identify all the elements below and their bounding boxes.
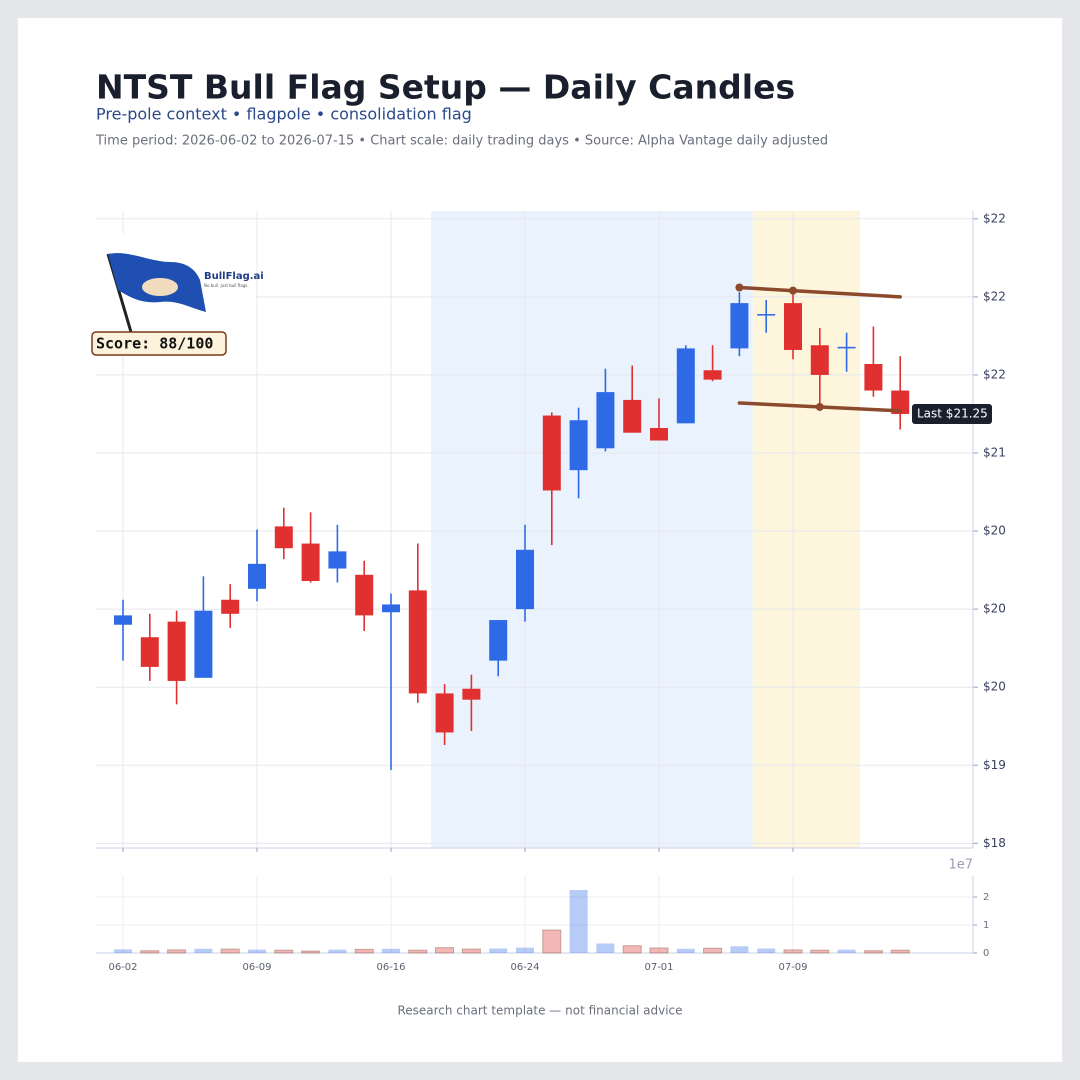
y-tick-label: $18	[983, 836, 1006, 850]
candle-body	[408, 590, 427, 694]
candle-body	[194, 610, 213, 678]
candle-body	[703, 370, 722, 380]
volume-bar	[516, 947, 534, 953]
logo-tagline: No bull. Just bull flags.	[204, 283, 249, 288]
candle-body	[382, 604, 400, 613]
volume-bar	[194, 948, 213, 953]
volume-bar	[301, 950, 321, 954]
volume-bar	[328, 949, 347, 953]
y-tick-label: $22	[983, 211, 1006, 225]
volume-bar	[837, 949, 856, 953]
candle-body	[864, 364, 883, 391]
y-tick-label: $20	[983, 524, 1006, 538]
candle-body	[114, 615, 132, 625]
info-line: Time period: 2026-06-02 to 2026-07-15 • …	[95, 134, 828, 149]
y-tick-label: $20	[983, 680, 1006, 694]
candle-body	[569, 420, 588, 471]
candle-body	[221, 599, 240, 614]
volume-bar	[596, 943, 615, 953]
x-tick-label: 07-01	[644, 962, 673, 973]
y-tick-label: $22	[983, 289, 1006, 303]
y-tick-label: $19	[983, 758, 1006, 772]
candle-body	[891, 390, 910, 414]
score-label: Score: 88/100	[96, 335, 213, 353]
trendline-touch	[735, 283, 744, 292]
volume-bar	[783, 949, 803, 954]
candle-body	[542, 415, 561, 491]
volume-bar	[248, 949, 266, 953]
volume-bar	[622, 945, 642, 954]
bull-icon	[142, 278, 178, 296]
volume-bar	[382, 948, 400, 953]
y-tick-label: $20	[983, 602, 1006, 616]
last-price-box	[912, 403, 992, 424]
trendline	[737, 285, 902, 299]
volume-y-tick-label: 1	[983, 920, 989, 931]
candle-body	[167, 621, 186, 681]
volume-bar	[730, 946, 749, 953]
volume-bar	[114, 949, 132, 953]
logo-name: BullFlag.ai	[204, 271, 264, 282]
candle-body	[837, 346, 856, 349]
volume-offset-label: 1e7	[948, 858, 973, 873]
candle-body	[355, 574, 374, 616]
candle-body	[328, 551, 347, 569]
candle-body	[462, 688, 481, 700]
y-tick-label: $22	[983, 367, 1006, 381]
candle-body	[784, 303, 802, 350]
chart-subtitle: Pre-pole context • flagpole • consolidat…	[96, 105, 472, 124]
volume-bar	[542, 929, 562, 954]
volume-bar	[676, 948, 695, 953]
volume-bar	[489, 948, 508, 953]
candle-body	[730, 303, 749, 349]
candle-body	[810, 345, 829, 375]
volume-bar	[863, 950, 883, 954]
volume-bar	[810, 949, 830, 954]
y-tick-label: $21	[983, 445, 1006, 459]
volume-y-tick-label: 0	[983, 948, 989, 959]
volume-bar	[354, 948, 374, 954]
candle-body	[489, 620, 508, 661]
volume-bar	[220, 948, 240, 954]
x-tick-label: 06-16	[376, 962, 405, 973]
x-tick-label: 07-09	[778, 962, 807, 973]
candle-body	[516, 549, 534, 610]
volume-bar	[757, 948, 776, 953]
candle-body	[676, 348, 695, 424]
candle-body	[435, 693, 454, 733]
score-badge	[91, 331, 227, 356]
volume-bar	[140, 950, 160, 954]
footer: Research chart template — not financial …	[397, 1004, 682, 1018]
last-price-label: Last $21.25	[917, 406, 988, 420]
candle-body	[757, 314, 776, 316]
candle-body	[623, 399, 642, 433]
chart-title: NTST Bull Flag Setup — Daily Candles	[96, 68, 795, 107]
candle-body	[301, 543, 320, 582]
trendline-touch	[789, 286, 797, 295]
x-tick-label: 06-24	[510, 962, 539, 973]
volume-y-tick-label: 2	[983, 892, 989, 903]
candle-body	[596, 392, 615, 449]
volume-bar	[703, 947, 723, 954]
trendline-touch	[815, 402, 824, 411]
logo: BullFlag.ai No bull. Just bull flags.	[96, 234, 264, 333]
candle-body	[140, 637, 159, 667]
x-tick-label: 06-02	[108, 962, 137, 973]
volume-bar	[435, 947, 455, 954]
volume-bar	[890, 949, 910, 954]
x-tick-label: 06-09	[242, 962, 271, 973]
volume-bar	[167, 949, 187, 954]
volume-bar	[569, 890, 588, 953]
candle-body	[274, 526, 293, 549]
region	[431, 211, 753, 848]
candle-body	[248, 563, 266, 589]
volume-bar	[274, 949, 294, 954]
volume-bar	[408, 949, 428, 954]
volume-bar	[649, 947, 669, 954]
volume-bar	[461, 948, 481, 954]
candle-body	[650, 428, 668, 441]
region	[752, 211, 860, 848]
